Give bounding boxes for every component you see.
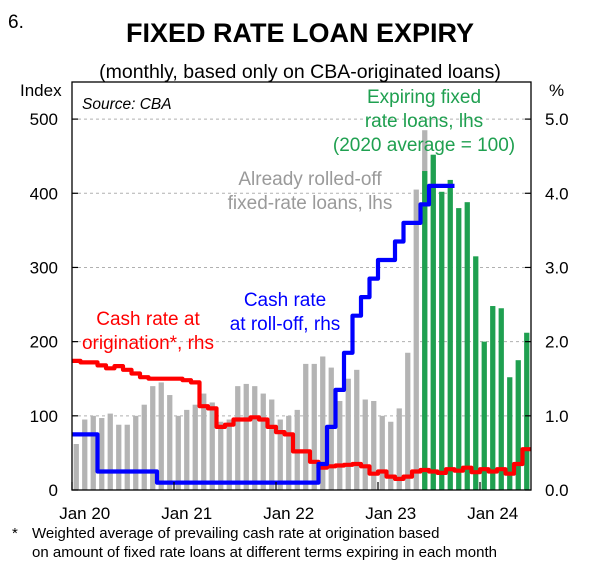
y-right-tick-label: 2.0 [545,333,569,352]
footnote-line-1: Weighted average of prevailing cash rate… [32,525,439,542]
bar [320,356,326,490]
series-label: (2020 average = 100) [333,135,515,156]
y-left-tick-label: 0 [49,481,58,500]
bar [422,171,428,490]
chart-title: FIXED RATE LOAN EXPIRY [126,18,474,48]
plot-frame [71,81,532,491]
bar [456,208,462,491]
y-left-tick-label: 200 [30,333,58,352]
series-label: fixed-rate loans, lhs [228,193,393,214]
bar [82,419,88,490]
bar [116,424,122,490]
bar [99,418,105,490]
bar [345,378,351,490]
source-note: Source: CBA [82,96,172,113]
bar [252,386,258,490]
y-right-tick-label: 3.0 [545,258,569,277]
bar [490,306,496,490]
series-line [72,358,531,481]
bar [184,409,190,490]
bar [73,444,79,490]
footnote-line-2: on amount of fixed rate loans at differe… [32,544,497,561]
y-right-tick-label: 5.0 [545,110,569,129]
bar [354,369,360,490]
bar [371,400,377,490]
bar-marks [73,130,530,491]
bar [388,421,394,490]
y-axis-left-label: Index [20,81,62,100]
bar [473,256,479,490]
chart-subtitle: (monthly, based only on CBA-originated l… [99,61,501,83]
x-tick-label: Jan 24 [467,504,518,523]
gridlines [72,118,531,417]
bar [133,415,139,490]
bar [235,386,241,490]
y-left-tick-label: 400 [30,184,58,203]
bar [141,404,147,490]
x-tick-label: Jan 20 [59,504,110,523]
series-label: Cash rate [244,290,326,311]
series-label: origination*, rhs [82,333,214,354]
bar [243,383,249,490]
bar [260,393,266,490]
bar [396,408,402,490]
x-tick-label: Jan 21 [161,504,212,523]
bar [515,360,521,490]
bar [269,399,275,490]
bar [337,400,343,490]
y-right-tick-label: 0.0 [545,481,569,500]
y-right-tick-label: 4.0 [545,184,569,203]
bar [524,332,530,490]
y-left-tick-label: 500 [30,110,58,129]
bar [277,419,283,490]
x-tick-label: Jan 23 [365,504,416,523]
bar [150,386,156,490]
bar [90,415,96,490]
bar [286,415,292,490]
bar [303,363,309,490]
bar [439,191,445,490]
footnote-marker: * [12,525,18,542]
bar [209,402,215,490]
y-axis-right-label: % [549,81,564,100]
bar [201,393,207,490]
bar [447,179,453,491]
bar [498,308,504,490]
series-labels: Already rolled-off fixed-rate loans, lhs E… [82,87,515,354]
bar [311,363,317,490]
bar [405,352,411,490]
y-left-tick-label: 100 [30,407,58,426]
y-left-tick-label: 300 [30,258,58,277]
bar [481,341,487,490]
chart-number: 6. [8,12,24,33]
series-label: Already rolled-off [238,169,382,190]
bar [124,424,130,490]
x-tick-label: Jan 22 [263,504,314,523]
bar [107,413,113,490]
bar [192,404,198,490]
bar [430,154,436,490]
y-right-tick-label: 1.0 [545,407,569,426]
bar [218,421,224,490]
line-marks [72,183,531,485]
bar [362,399,368,490]
bar [379,415,385,490]
bar [167,395,173,490]
bar [226,419,232,490]
bar [158,382,164,490]
bar [413,189,419,490]
series-label: at roll-off, rhs [230,314,341,335]
series-label: Expiring fixed [367,87,481,108]
series-label: Cash rate at [96,309,200,330]
bar [464,202,470,490]
axis-ticks: 0 0.0 100 1.0 200 2.0 300 3.0 400 4.0 500 5.0 Jan 20… [30,110,569,523]
bar [507,377,513,490]
bar [175,415,181,490]
series-label: rate loans, lhs [365,111,483,132]
series-line [72,183,455,485]
